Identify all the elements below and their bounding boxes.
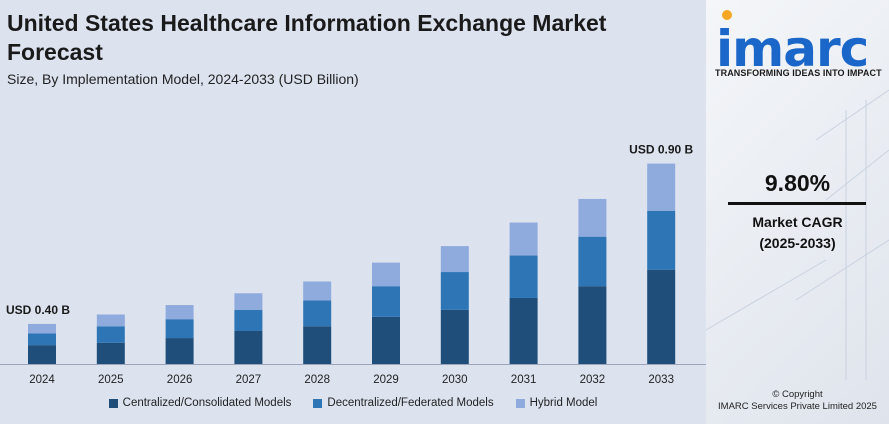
x-tick-label: 2031 [511, 374, 537, 386]
x-tick-label: 2032 [580, 374, 606, 386]
background-decoration [706, 89, 889, 380]
logo-dot [722, 10, 732, 20]
bar-2032-series-2 [578, 198, 607, 237]
x-tick-label: 2033 [648, 374, 674, 386]
bar-2030-series-1 [440, 272, 469, 310]
bar-2027-series-1 [234, 309, 263, 331]
chart-panel: United States Healthcare Information Exc… [0, 10, 706, 409]
bar-2032-series-1 [578, 236, 607, 287]
brand-sidebar: imarc TRANSFORMING IDEAS INTO IMPACT 9.8… [706, 0, 889, 424]
bar-2026-series-1 [165, 319, 194, 339]
x-tick-label: 2029 [373, 374, 399, 386]
bar-2032-series-0 [578, 286, 607, 364]
bar-2027-series-0 [234, 330, 263, 364]
x-tick-label: 2026 [167, 374, 193, 386]
x-tick-label: 2030 [442, 374, 468, 386]
bar-2028-series-2 [303, 281, 332, 301]
bar-2025-series-0 [96, 342, 125, 364]
x-tick-label: 2028 [304, 374, 330, 386]
bar-2024-series-0 [28, 345, 56, 364]
cagr-label: Market CAGR [752, 214, 843, 230]
total-value-label: USD 0.90 B [629, 143, 693, 157]
legend-label: Hybrid Model [529, 397, 598, 409]
bar-2024-series-2 [28, 323, 56, 334]
legend-swatch [515, 398, 525, 408]
bar-2029-series-0 [372, 316, 400, 364]
legend-item: Decentralized/Federated Models [313, 397, 494, 409]
bar-2026-series-2 [165, 305, 194, 320]
legend-swatch [313, 398, 323, 408]
chart-title: United States Healthcare Information Exc… [7, 10, 607, 65]
chart-subtitle: Size, By Implementation Model, 2024-2033… [7, 71, 359, 87]
x-tick-label: 2024 [29, 374, 55, 386]
legend-item: Hybrid Model [515, 397, 598, 409]
total-value-label: USD 0.40 B [6, 303, 70, 317]
legend-item: Centralized/Consolidated Models [108, 397, 292, 409]
chart-legend: Centralized/Consolidated Models Decentral… [0, 397, 706, 409]
bar-2033-series-0 [647, 269, 676, 364]
bar-2033-series-2 [647, 163, 676, 211]
logo-tagline: TRANSFORMING IDEAS INTO IMPACT [715, 68, 882, 78]
bar-2025-series-2 [96, 314, 125, 327]
legend-label: Decentralized/Federated Models [327, 397, 494, 409]
bar-2031-series-1 [509, 255, 538, 298]
bar-2028-series-1 [303, 300, 332, 327]
bar-2024-series-1 [28, 333, 56, 346]
copyright-text: © Copyright [772, 389, 823, 400]
bar-2028-series-0 [303, 326, 332, 364]
bar-2029-series-1 [372, 286, 400, 317]
bar-2029-series-2 [372, 262, 400, 287]
cagr-period: (2025-2033) [759, 235, 836, 251]
bar-2031-series-0 [509, 297, 538, 364]
bar-2030-series-2 [440, 246, 469, 273]
bar-2030-series-0 [440, 309, 469, 364]
bar-2027-series-2 [234, 293, 263, 310]
company-name: IMARC Services Private Limited 2025 [718, 401, 877, 412]
x-tick-label: 2025 [98, 374, 124, 386]
bar-2033-series-1 [647, 210, 676, 270]
stacked-bar-chart: 2024 2025 2026 2027 2028 2029 2030 2031 2032 2033… [0, 143, 706, 386]
bar-2031-series-2 [509, 222, 538, 256]
x-tick-label: 2027 [236, 374, 262, 386]
legend-swatch [108, 398, 118, 408]
cagr-value: 9.80% [764, 170, 831, 196]
legend-label: Centralized/Consolidated Models [122, 397, 292, 409]
bar-2025-series-1 [96, 326, 125, 343]
bar-2026-series-0 [165, 338, 194, 364]
cagr-divider [728, 202, 866, 205]
imarc-logo: imarc [716, 20, 869, 78]
